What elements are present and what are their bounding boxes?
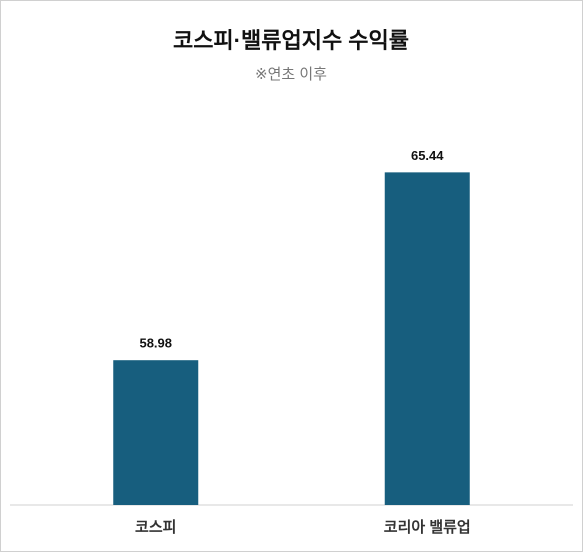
- bar: [113, 360, 199, 505]
- chart-subtitle: ※연초 이후: [255, 66, 327, 83]
- data-label: 65.44: [411, 148, 444, 163]
- x-tick-label: 코스피: [135, 519, 176, 536]
- x-tick-label: 코리아 밸류업: [384, 519, 471, 536]
- data-label: 58.98: [139, 336, 172, 351]
- chart-title: 코스피·밸류업지수 수익률: [173, 28, 409, 53]
- bar: [384, 172, 470, 506]
